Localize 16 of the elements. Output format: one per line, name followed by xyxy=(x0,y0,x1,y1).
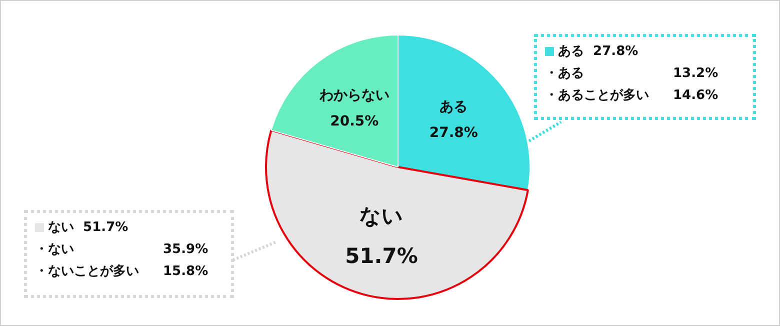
data-label: 27.8% xyxy=(429,125,478,142)
data-label: 51.7% xyxy=(345,244,418,268)
text: ・ある xyxy=(545,65,585,82)
text: 13.2% xyxy=(673,66,718,80)
text: ・ない xyxy=(35,241,75,258)
text: ・あることが多い xyxy=(545,87,650,104)
text: ない 51.7% xyxy=(48,219,128,236)
text: ある 27.8% xyxy=(558,43,638,60)
text: 15.8% xyxy=(163,264,208,278)
slice-label: ある xyxy=(440,99,468,116)
text: ・ないことが多い xyxy=(35,263,140,280)
data-label: 20.5% xyxy=(330,114,379,130)
slice-label: ない xyxy=(359,204,404,228)
text: 35.9% xyxy=(163,242,208,256)
slice-label: わからない xyxy=(318,88,390,104)
text: 14.6% xyxy=(673,88,718,102)
